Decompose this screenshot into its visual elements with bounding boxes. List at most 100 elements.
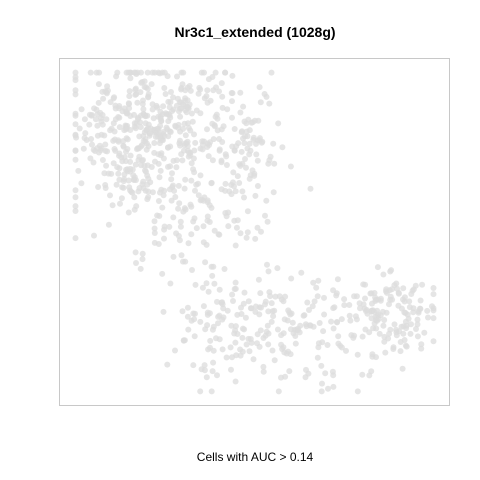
data-point bbox=[244, 208, 251, 215]
data-point bbox=[184, 84, 191, 91]
data-point bbox=[338, 316, 345, 323]
data-point bbox=[152, 133, 159, 140]
data-point bbox=[266, 157, 273, 164]
data-point bbox=[109, 202, 116, 209]
data-point bbox=[286, 368, 293, 375]
data-point bbox=[356, 300, 363, 307]
data-point bbox=[173, 164, 180, 171]
data-point bbox=[133, 260, 139, 266]
data-point bbox=[319, 339, 326, 346]
data-point bbox=[115, 170, 122, 177]
data-point bbox=[149, 106, 156, 113]
data-point bbox=[242, 314, 249, 321]
data-point bbox=[129, 166, 136, 173]
data-point bbox=[316, 320, 323, 326]
data-point bbox=[385, 335, 392, 342]
data-point bbox=[410, 305, 417, 312]
data-point bbox=[108, 125, 115, 132]
data-point bbox=[298, 269, 305, 276]
data-point bbox=[397, 348, 404, 355]
data-point bbox=[204, 309, 211, 316]
data-point bbox=[268, 300, 275, 307]
data-point bbox=[236, 180, 243, 186]
data-point bbox=[246, 140, 253, 147]
data-point bbox=[232, 188, 239, 195]
data-point bbox=[195, 180, 201, 187]
data-point bbox=[228, 191, 235, 198]
data-point bbox=[330, 325, 337, 332]
data-point bbox=[424, 307, 431, 314]
data-point bbox=[241, 194, 247, 201]
data-point bbox=[386, 301, 392, 308]
data-point bbox=[260, 368, 267, 375]
data-point bbox=[234, 217, 241, 224]
data-point bbox=[111, 146, 118, 152]
data-point bbox=[116, 152, 122, 159]
plot-frame bbox=[59, 58, 450, 406]
data-point bbox=[268, 318, 275, 325]
data-points bbox=[72, 69, 437, 395]
data-point bbox=[126, 93, 133, 100]
data-point bbox=[271, 357, 278, 364]
data-point bbox=[204, 87, 211, 94]
data-point bbox=[265, 268, 272, 275]
data-point bbox=[393, 326, 400, 333]
data-point bbox=[242, 133, 248, 140]
data-point bbox=[72, 187, 79, 194]
data-point bbox=[159, 204, 166, 211]
data-point bbox=[131, 111, 137, 118]
data-point bbox=[102, 185, 109, 191]
data-point bbox=[257, 99, 264, 106]
data-point bbox=[346, 312, 353, 319]
data-point bbox=[125, 209, 132, 216]
data-point bbox=[87, 155, 94, 162]
data-point bbox=[99, 121, 106, 128]
data-point bbox=[99, 157, 106, 163]
data-point bbox=[413, 326, 419, 332]
data-point bbox=[156, 140, 163, 147]
data-point bbox=[185, 326, 192, 333]
data-point bbox=[254, 224, 261, 231]
data-point bbox=[188, 203, 195, 210]
data-point bbox=[233, 224, 240, 231]
data-point bbox=[184, 138, 191, 145]
data-point bbox=[202, 259, 209, 266]
data-point bbox=[124, 136, 131, 143]
data-point bbox=[192, 281, 199, 288]
data-point bbox=[157, 167, 164, 174]
data-point bbox=[151, 230, 158, 236]
data-point bbox=[401, 294, 408, 301]
data-point bbox=[218, 126, 225, 133]
data-point bbox=[197, 172, 204, 179]
data-point bbox=[347, 317, 354, 324]
data-point bbox=[72, 69, 79, 76]
data-point bbox=[134, 116, 141, 123]
data-point bbox=[177, 128, 184, 135]
data-point bbox=[140, 97, 146, 104]
data-point bbox=[351, 332, 358, 339]
data-point bbox=[188, 110, 195, 117]
data-point bbox=[135, 157, 142, 163]
data-point bbox=[387, 293, 394, 300]
data-point bbox=[382, 349, 389, 356]
data-point bbox=[281, 316, 288, 323]
data-point bbox=[170, 182, 176, 189]
data-point bbox=[177, 113, 184, 120]
data-point bbox=[144, 69, 151, 76]
data-point bbox=[120, 143, 127, 150]
data-point bbox=[86, 121, 93, 128]
data-point bbox=[223, 162, 230, 168]
data-point bbox=[219, 139, 226, 145]
data-point bbox=[400, 330, 407, 337]
data-point bbox=[72, 156, 79, 163]
data-point bbox=[153, 102, 160, 109]
data-point bbox=[286, 309, 293, 316]
data-point bbox=[414, 333, 421, 340]
data-point bbox=[137, 124, 144, 131]
data-point bbox=[359, 333, 366, 340]
data-point bbox=[156, 174, 163, 181]
data-point bbox=[330, 287, 337, 294]
data-point bbox=[144, 162, 151, 169]
data-point bbox=[144, 85, 151, 92]
data-point bbox=[170, 106, 177, 113]
